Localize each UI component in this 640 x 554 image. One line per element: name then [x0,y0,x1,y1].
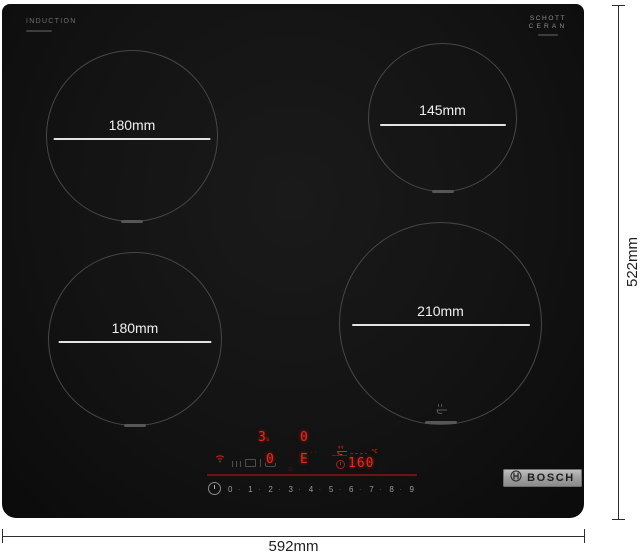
height-dimension-tick-top [612,5,625,6]
zone-display-mid-right: E ·· [300,451,317,467]
zone-position-marker [424,421,457,424]
control-panel: 3s 0 0 ☆ E·· °C 160 0 1 2 [198,429,423,501]
zone-position-marker [121,220,143,223]
star-icon: ☆ [287,466,294,473]
height-dimension-line [618,5,619,520]
power-level: 8 [389,485,403,494]
panel-function-icons [232,458,276,467]
schott-logo-line2: CERAN [528,23,568,30]
zone-display-top-right: 0 [300,430,308,445]
power-level: 5 [329,485,343,494]
panel-divider-line [332,455,347,456]
power-level: 3 [289,485,303,494]
power-level: 6 [349,485,363,494]
zone-position-marker [431,190,454,193]
clock-icon [336,460,345,469]
transfer-icon [245,459,256,467]
zone-mid-right-value: E [300,452,308,467]
burner-bottom-left: 180mm [48,252,222,427]
divider-icon [260,459,261,467]
power-level: 7 [369,485,383,494]
burner-diameter-line [58,341,212,343]
cooktop-glass-surface: INDUCTION SCHOTT CERAN 180mm 145mm 180mm… [2,4,584,518]
burner-diameter-label: 180mm [108,117,156,133]
burner-top-right: 145mm [368,43,517,193]
burner-diameter-line [351,324,530,326]
frying-sensor-icon [335,444,348,462]
burner-diameter-label: 210mm [417,303,464,319]
timer-suffix: s [265,436,270,443]
width-dimension-line [2,536,585,537]
power-level: 9 [409,485,414,494]
burner-diameter-label: 145mm [419,102,466,118]
height-dimension-label: 522mm [624,236,640,288]
power-level: 4 [309,485,323,494]
pause-icon [232,461,241,467]
power-level-scale: 0 1 2 3 4 5 6 7 8 9 [228,485,414,494]
power-level: 1 [248,485,262,494]
power-level: 2 [268,485,282,494]
wifi-icon [214,450,226,468]
induction-label: INDUCTION [26,18,77,25]
burner-bottom-right: 210mm [339,222,542,425]
schott-logo-line1: SCHOTT [529,15,567,22]
width-dimension-label: 592mm [268,538,319,554]
temp-unit: °C [371,449,378,455]
width-dimension-tick-right [584,529,585,543]
zone-mid-right-marks: ·· [310,450,319,456]
bosch-symbol-icon [510,469,522,487]
schott-ceran-logo: SCHOTT CERAN [515,15,581,36]
schott-small-text-blur [538,34,558,36]
zone-display-mid-left: 0 [266,452,274,467]
height-dimension-tick-bottom [612,519,625,520]
burner-diameter-line [379,124,506,126]
width-dimension-tick-left [2,529,3,543]
pan-detect-icon [265,463,276,467]
timer-value: 3 [258,430,266,445]
temperature-display: 160 [348,456,375,471]
power-slider-line [207,474,417,476]
burner-top-left: 180mm [46,50,218,223]
burner-diameter-label: 180mm [111,320,159,336]
power-level: 0 [228,485,242,494]
timer-display: 3s [258,431,269,444]
model-text-blur [26,30,52,32]
burner-diameter-line [53,138,211,140]
bosch-wordmark: BOSCH [527,472,575,484]
zone-position-marker [124,424,146,427]
bosch-badge: BOSCH [503,469,582,487]
frying-pan-icon [434,403,448,421]
temp-scale-dashes [350,453,367,454]
power-button-icon [208,482,221,495]
